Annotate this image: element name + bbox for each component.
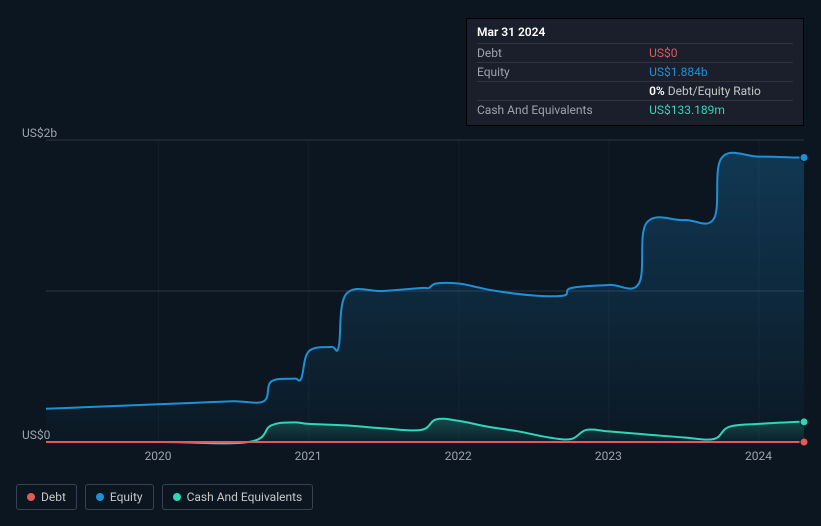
tooltip-key: Equity (477, 63, 649, 82)
financials-chart: US$2b US$0 2020 2021 2022 2023 2024 Mar 31 2… (0, 0, 821, 526)
legend-item-equity[interactable]: Equity (85, 484, 154, 510)
tooltip-date: Mar 31 2024 (477, 25, 793, 43)
legend-label: Cash And Equivalents (187, 490, 303, 504)
x-axis-tick: 2024 (745, 449, 772, 463)
tooltip-value: US$1.884b (649, 63, 793, 82)
cash-end-marker (800, 418, 808, 426)
legend-item-debt[interactable]: Debt (16, 484, 77, 510)
x-axis-tick: 2022 (445, 449, 472, 463)
legend-swatch (96, 493, 104, 501)
y-axis-label-bottom: US$0 (22, 428, 50, 442)
x-axis-tick: 2020 (145, 449, 172, 463)
tooltip-key: Cash And Equivalents (477, 101, 649, 120)
tooltip-value: US$133.189m (649, 101, 793, 120)
legend-label: Debt (41, 490, 66, 504)
legend-swatch (27, 493, 35, 501)
equity-area (46, 153, 804, 442)
tooltip-row: Cash And EquivalentsUS$133.189m (477, 101, 793, 120)
y-axis-label-top: US$2b (22, 126, 57, 140)
legend-label: Equity (110, 490, 143, 504)
tooltip-row: DebtUS$0 (477, 44, 793, 63)
legend-swatch (173, 493, 181, 501)
tooltip-key (477, 82, 649, 101)
tooltip-row: EquityUS$1.884b (477, 63, 793, 82)
tooltip-value: US$0 (649, 44, 793, 63)
tooltip-key: Debt (477, 44, 649, 63)
tooltip-value: 0% Debt/Equity Ratio (649, 82, 793, 101)
chart-tooltip: Mar 31 2024 DebtUS$0EquityUS$1.884b0% De… (466, 18, 804, 126)
x-axis-tick: 2021 (295, 449, 322, 463)
debt-end-marker (800, 438, 808, 446)
x-axis-tick: 2023 (595, 449, 622, 463)
legend-item-cash-and-equivalents[interactable]: Cash And Equivalents (162, 484, 314, 510)
chart-legend: Debt Equity Cash And Equivalents (16, 484, 313, 510)
equity-end-marker (800, 154, 808, 162)
tooltip-row: 0% Debt/Equity Ratio (477, 82, 793, 101)
